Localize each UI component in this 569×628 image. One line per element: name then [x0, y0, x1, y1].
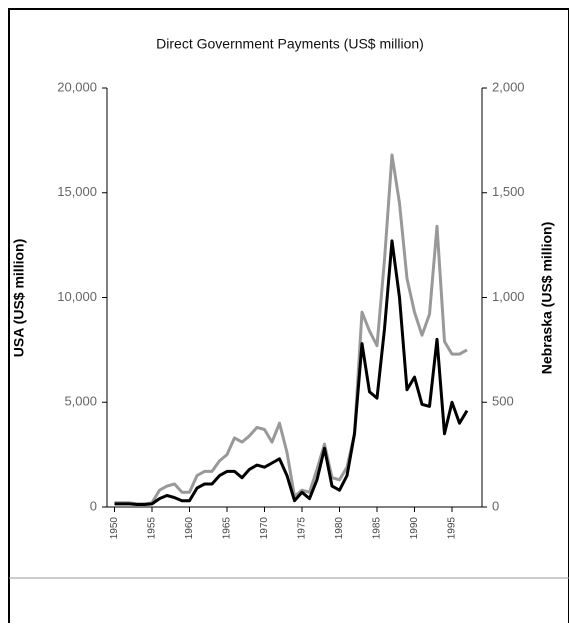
x-tick-label: 1995	[447, 517, 458, 540]
x-tick-label: 1965	[222, 517, 233, 540]
x-tick-label: 1960	[184, 517, 195, 540]
frame	[8, 8, 569, 628]
y-tick-label: 10,000	[57, 289, 97, 304]
y2-tick-label: 2,000	[492, 79, 525, 94]
y2-tick-label: 500	[492, 394, 514, 409]
y-tick-label: 5,000	[64, 394, 97, 409]
x-tick-label: 1980	[334, 517, 345, 540]
x-tick-label: 1955	[147, 517, 158, 540]
series-line	[114, 239, 469, 506]
y2-axis-label: Nebraska (US$ million)	[539, 222, 555, 375]
y2-tick-label: 0	[492, 498, 499, 513]
x-tick-label: 1990	[409, 517, 420, 540]
y-tick-label: 0	[90, 498, 97, 513]
x-tick-label: 1975	[297, 517, 308, 540]
x-tick-label: 1970	[259, 517, 270, 540]
y-tick-label: 20,000	[57, 79, 97, 94]
y-axis-label: USA (US$ million)	[11, 239, 27, 358]
chart-title: Direct Government Payments (US$ million)	[156, 36, 424, 52]
x-tick-label: 1950	[109, 517, 120, 540]
x-tick-label: 1985	[372, 517, 383, 540]
y-tick-label: 15,000	[57, 184, 97, 199]
y2-tick-label: 1,500	[492, 184, 525, 199]
series-line	[114, 153, 468, 506]
y2-tick-label: 1,000	[492, 289, 525, 304]
